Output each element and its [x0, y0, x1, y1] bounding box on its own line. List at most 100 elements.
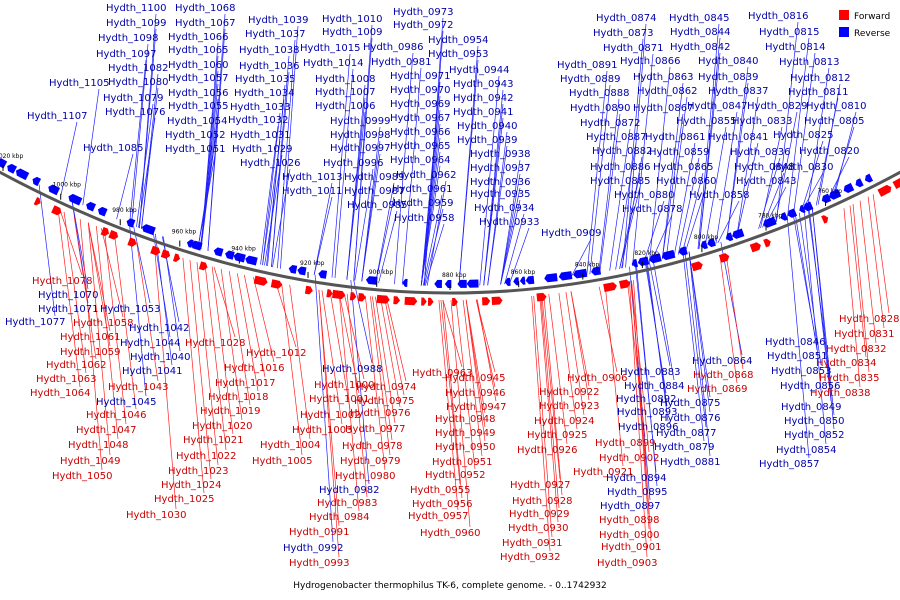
legend: Forward Reverse [839, 10, 891, 39]
leader-line [244, 274, 266, 378]
gene-label: Hydth_0952 [425, 470, 486, 481]
gene-label: Hydth_0927 [510, 480, 571, 491]
leader-line [872, 194, 890, 314]
gene-label: Hydth_0820 [799, 146, 860, 157]
leader-line [803, 210, 827, 445]
gene-label: Hydth_1013 [282, 172, 343, 183]
gene-label: Hydth_0922 [539, 387, 600, 398]
leader-line [622, 38, 644, 269]
leader-line [136, 241, 159, 382]
gene-label: Hydth_0958 [394, 213, 455, 224]
gene-label: Hydth_0937 [470, 163, 531, 174]
gene-label: Hydth_0924 [534, 416, 595, 427]
leader-line [541, 294, 561, 480]
gene-label: Hydth_0880 [614, 190, 675, 201]
gene-label: Hydth_1082 [108, 63, 169, 74]
reverse-gene-arrow [297, 266, 307, 276]
leader-line [420, 151, 441, 286]
gene-label: Hydth_1055 [168, 101, 229, 112]
leader-line [684, 252, 707, 428]
leader-line [787, 217, 810, 459]
leader-line [688, 251, 711, 413]
leader-line [462, 299, 483, 457]
gene-label: Hydth_0852 [784, 430, 845, 441]
gene-label: Hydth_0896 [618, 422, 679, 433]
leader-line [189, 259, 212, 480]
gene-label: Hydth_0903 [597, 558, 658, 569]
leader-line [698, 52, 721, 249]
leader-line [800, 140, 824, 212]
gene-label: Hydth_0906 [567, 373, 628, 384]
gene-label: Hydth_1009 [322, 27, 383, 38]
leader-line [211, 266, 234, 435]
gene-label: Hydth_0851 [767, 351, 828, 362]
forward-gene-arrow [763, 238, 771, 248]
reverse-gene-arrow [661, 249, 676, 261]
gene-label: Hydth_0878 [622, 204, 683, 215]
leader-line [364, 295, 386, 471]
gene-label: Hydth_1032 [228, 115, 289, 126]
leader-line [704, 126, 727, 248]
gene-label: Hydth_1076 [105, 107, 166, 118]
leader-line [570, 291, 590, 401]
forward-gene-arrow [718, 253, 730, 263]
leader-line [631, 280, 650, 453]
gene-label: Hydth_0974 [356, 382, 417, 393]
leader-line [677, 157, 700, 255]
forward-gene-arrow [427, 297, 434, 306]
leader-line [681, 172, 704, 254]
leader-line [59, 209, 83, 276]
forward-gene-arrow [421, 297, 427, 306]
gene-label: Hydth_0980 [335, 471, 396, 482]
gene-label: Hydth_0942 [453, 93, 514, 104]
gene-label: Hydth_0970 [390, 85, 451, 96]
forward-gene-arrow [198, 261, 208, 271]
gene-label: Hydth_0950 [435, 442, 496, 453]
forward-gene-arrow [877, 184, 892, 197]
leader-line [275, 281, 297, 348]
gene-label: Hydth_0961 [392, 184, 453, 195]
gene-label: Hydth_0901 [601, 542, 662, 553]
gene-label: Hydth_0979 [340, 456, 401, 467]
leader-line [636, 265, 658, 487]
leader-line [281, 283, 303, 456]
gene-label: Hydth_0872 [580, 118, 641, 129]
leader-line [565, 292, 585, 416]
leader-line [253, 277, 275, 363]
reverse-gene-arrow [649, 253, 662, 264]
gene-label: Hydth_0972 [393, 20, 454, 31]
genome-backbone [0, 170, 900, 295]
forward-gene-arrow [150, 245, 161, 256]
legend-forward-label: Forward [854, 12, 890, 22]
reverse-gene-arrow [365, 276, 378, 285]
gene-label: Hydth_1037 [245, 29, 306, 40]
leader-line [647, 262, 669, 422]
leader-line [350, 280, 370, 485]
gene-label: Hydth_0987 [344, 186, 405, 197]
leader-line [95, 226, 119, 440]
reverse-gene-arrow [732, 228, 745, 239]
gene-arrows [0, 158, 900, 307]
gene-label: Hydth_1014 [303, 58, 364, 69]
leader-line [833, 111, 857, 198]
gene-label: Hydth_1048 [68, 440, 129, 451]
forward-gene-arrow [326, 289, 333, 298]
reverse-gene-arrow [700, 240, 708, 250]
gene-label: Hydth_0967 [390, 113, 451, 124]
leader-line [794, 214, 818, 351]
gene-label: Hydth_0900 [599, 530, 660, 541]
leader-line [264, 154, 283, 266]
gene-label: Hydth_0969 [390, 99, 451, 110]
gene-label: Hydth_0888 [569, 88, 630, 99]
gene-label: Hydth_0996 [323, 158, 384, 169]
leader-line [504, 213, 525, 285]
leader-line [204, 264, 227, 451]
leader-line [129, 59, 147, 225]
leader-line [500, 173, 521, 285]
leader-line [424, 223, 445, 286]
gene-label: Hydth_0814 [765, 42, 826, 53]
gene-label: Hydth_0881 [660, 457, 721, 468]
gene-label: Hydth_0921 [573, 467, 634, 478]
reverse-gene-arrow [725, 232, 734, 242]
